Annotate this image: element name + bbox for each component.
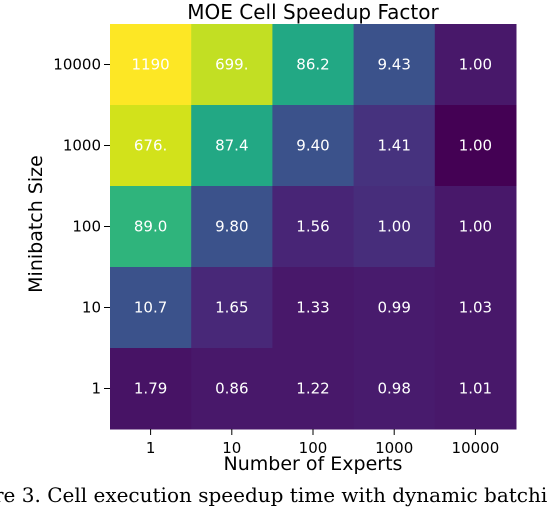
heatmap-cells: 1190 699. 86.2 9.43 1.00 676. 87.4 9.40 1.41 1.00… (110, 24, 517, 430)
cell-value-label: 86.2 (296, 56, 329, 74)
heatmap-cell (191, 186, 273, 268)
heatmap-cell (353, 267, 436, 349)
x-axis-label: Number of Experts (224, 453, 403, 475)
heatmap-cell (434, 186, 517, 268)
cell-value-label: 9.80 (215, 218, 248, 236)
heatmap-cell (434, 267, 517, 349)
x-tick-label: 10000 (452, 439, 500, 457)
heatmap-cell (191, 267, 273, 349)
cell-value-label: 1.41 (377, 137, 410, 155)
heatmap-cell (272, 105, 355, 187)
heatmap-cell (353, 24, 436, 106)
heatmap-cell (434, 348, 517, 430)
cell-value-label: 1.79 (134, 380, 167, 398)
cell-value-label: 1.03 (459, 299, 492, 317)
x-tick-label: 100 (299, 439, 328, 457)
heatmap-cell (434, 105, 517, 187)
heatmap-cell (272, 186, 355, 268)
cell-value-label: 1.01 (459, 380, 492, 398)
x-tick-label: 1 (146, 439, 156, 457)
x-tick-label: 10 (222, 439, 241, 457)
heatmap-cell (353, 348, 436, 430)
heatmap-cell (434, 24, 517, 106)
cell-value-label: 1190 (132, 56, 170, 74)
cell-value-label: 87.4 (215, 137, 248, 155)
cell-value-label: 699. (215, 56, 248, 74)
cell-value-label: 1.22 (296, 380, 329, 398)
cell-value-label: 0.98 (377, 380, 410, 398)
y-tick-label: 1000 (63, 137, 101, 155)
heatmap-cell (191, 105, 273, 187)
cell-value-label: 1.00 (459, 137, 492, 155)
cell-value-label: 1.33 (296, 299, 329, 317)
cell-value-label: 1.00 (459, 218, 492, 236)
heatmap-cell (353, 105, 436, 187)
heatmap-cell (191, 348, 273, 430)
heatmap-cell (353, 186, 436, 268)
heatmap-cell (272, 267, 355, 349)
cell-value-label: 1.00 (459, 56, 492, 74)
cell-value-label: 0.86 (215, 380, 248, 398)
y-tick-label: 1 (91, 380, 101, 398)
y-axis: 10000 1000 100 10 1 (53, 56, 110, 398)
heatmap-cell (110, 186, 192, 268)
chart-title: MOE Cell Speedup Factor (187, 0, 439, 24)
heatmap-cell (272, 24, 355, 106)
x-tick-label: 1000 (375, 439, 413, 457)
y-tick-label: 10000 (53, 56, 101, 74)
heatmap-cell (110, 105, 192, 187)
cell-value-label: 9.40 (296, 137, 329, 155)
heatmap-cell (110, 267, 192, 349)
cell-value-label: 0.99 (377, 299, 410, 317)
cell-value-label: 1.65 (215, 299, 248, 317)
cell-value-label: 89.0 (134, 218, 167, 236)
y-tick-label: 100 (72, 218, 101, 236)
figure-caption: re 3. Cell execution speedup time with d… (0, 483, 547, 507)
cell-value-label: 1.56 (296, 218, 329, 236)
heatmap-cell (272, 348, 355, 430)
heatmap-cell (191, 24, 273, 106)
x-axis: 1 10 100 1000 10000 (146, 429, 499, 457)
cell-value-label: 10.7 (134, 299, 167, 317)
heatmap-cell (110, 24, 192, 106)
cell-value-label: 9.43 (377, 56, 410, 74)
cell-value-label: 1.00 (377, 218, 410, 236)
y-axis-label: Minibatch Size (25, 155, 47, 293)
y-tick-label: 10 (82, 299, 101, 317)
cell-value-label: 676. (134, 137, 167, 155)
heatmap-cell (110, 348, 192, 430)
